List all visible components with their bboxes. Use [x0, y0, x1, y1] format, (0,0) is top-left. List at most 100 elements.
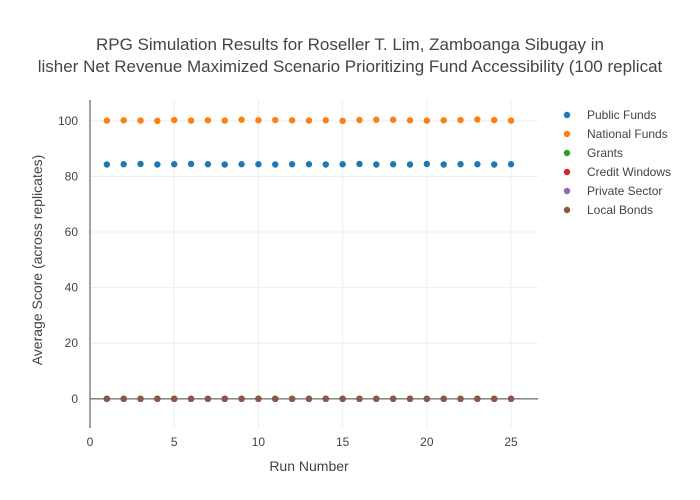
data-point: [187, 117, 195, 124]
data-point: [120, 161, 127, 168]
data-point: [137, 160, 144, 168]
y-tick-label: 40: [65, 281, 79, 295]
data-point: [389, 116, 397, 123]
grid: [90, 100, 538, 428]
axes: [89, 100, 538, 428]
data-point: [204, 117, 212, 124]
data-point: [406, 395, 414, 403]
data-point: [322, 161, 329, 168]
data-point: [171, 395, 178, 403]
data-point: [322, 395, 329, 403]
x-tick-label: 15: [336, 435, 350, 449]
data-point: [440, 161, 447, 168]
data-point: [238, 161, 245, 168]
legend-label: National Funds: [587, 127, 668, 141]
data-point: [137, 395, 144, 403]
data-point: [137, 117, 144, 124]
data-point: [356, 395, 363, 403]
legend-label: Private Sector: [587, 184, 662, 198]
data-point: [171, 116, 178, 124]
data-point: [373, 116, 380, 123]
data-point: [103, 117, 111, 124]
data-point: [507, 161, 515, 168]
data-point: [103, 161, 111, 168]
y-tick-label: 0: [71, 392, 78, 406]
data-point: [457, 116, 464, 124]
x-tick-label: 20: [420, 435, 434, 449]
data-point: [103, 395, 111, 403]
data-point: [474, 116, 481, 123]
data-point: [187, 395, 195, 403]
data-point: [305, 395, 313, 403]
legend-label: Grants: [587, 146, 623, 160]
data-point: [255, 117, 262, 124]
chart-title-line-2: lisher Net Revenue Maximized Scenario Pr…: [38, 57, 663, 76]
y-tick-label: 100: [58, 114, 78, 128]
legend-marker: [563, 149, 571, 157]
y-tick-label: 20: [65, 336, 79, 350]
data-point: [238, 116, 245, 123]
data-point: [507, 395, 515, 403]
data-point: [339, 117, 346, 125]
series-local-bonds: [103, 395, 515, 403]
chart-title-line-1: RPG Simulation Results for Roseller T. L…: [96, 35, 604, 54]
data-point: [474, 161, 481, 168]
data-point: [389, 395, 397, 403]
data-point: [238, 395, 245, 403]
data-point: [373, 161, 380, 168]
data-point: [221, 161, 228, 168]
data-point: [373, 395, 380, 403]
data-point: [356, 160, 363, 168]
data-point: [491, 161, 498, 168]
data-point: [204, 161, 212, 168]
x-tick-label: 5: [171, 435, 178, 449]
legend-marker: [563, 130, 571, 138]
legend-marker: [563, 206, 571, 214]
data-point: [491, 395, 498, 403]
y-tick-label: 80: [65, 169, 79, 183]
data-point: [474, 395, 481, 403]
data-points: [103, 116, 515, 403]
data-point: [491, 116, 498, 124]
data-point: [255, 395, 262, 403]
data-point: [406, 117, 414, 124]
data-point: [154, 395, 161, 403]
series-national-funds: [103, 116, 515, 125]
data-point: [406, 161, 414, 168]
data-point: [272, 116, 279, 124]
tick-labels: 0 5 10 15 20 25 0 20 40 60 80 100: [58, 114, 518, 449]
series-public-funds: [103, 160, 515, 168]
data-point: [305, 117, 313, 124]
data-point: [339, 161, 346, 168]
legend-marker: [563, 187, 571, 195]
x-axis-title: Run Number: [269, 458, 349, 474]
data-point: [457, 395, 464, 403]
data-point: [423, 117, 431, 124]
x-tick-label: 25: [504, 435, 518, 449]
data-point: [272, 395, 279, 403]
data-point: [288, 117, 296, 124]
data-point: [423, 395, 431, 403]
data-point: [322, 117, 329, 124]
data-point: [221, 117, 228, 124]
data-point: [187, 160, 195, 168]
legend-label: Public Funds: [587, 108, 656, 122]
data-point: [305, 161, 313, 168]
data-point: [120, 395, 127, 403]
data-point: [154, 161, 161, 168]
legend-marker: [563, 168, 571, 176]
data-point: [120, 117, 127, 124]
data-point: [389, 161, 397, 168]
data-point: [221, 395, 228, 403]
x-tick-label: 0: [87, 435, 94, 449]
data-point: [204, 395, 212, 403]
data-point: [171, 161, 178, 168]
data-point: [255, 161, 262, 168]
data-point: [272, 161, 279, 168]
y-axis-title: Average Score (across replicates): [29, 155, 45, 366]
data-point: [288, 395, 296, 403]
data-point: [423, 160, 431, 168]
legend-label: Credit Windows: [587, 165, 671, 179]
data-point: [288, 161, 296, 168]
